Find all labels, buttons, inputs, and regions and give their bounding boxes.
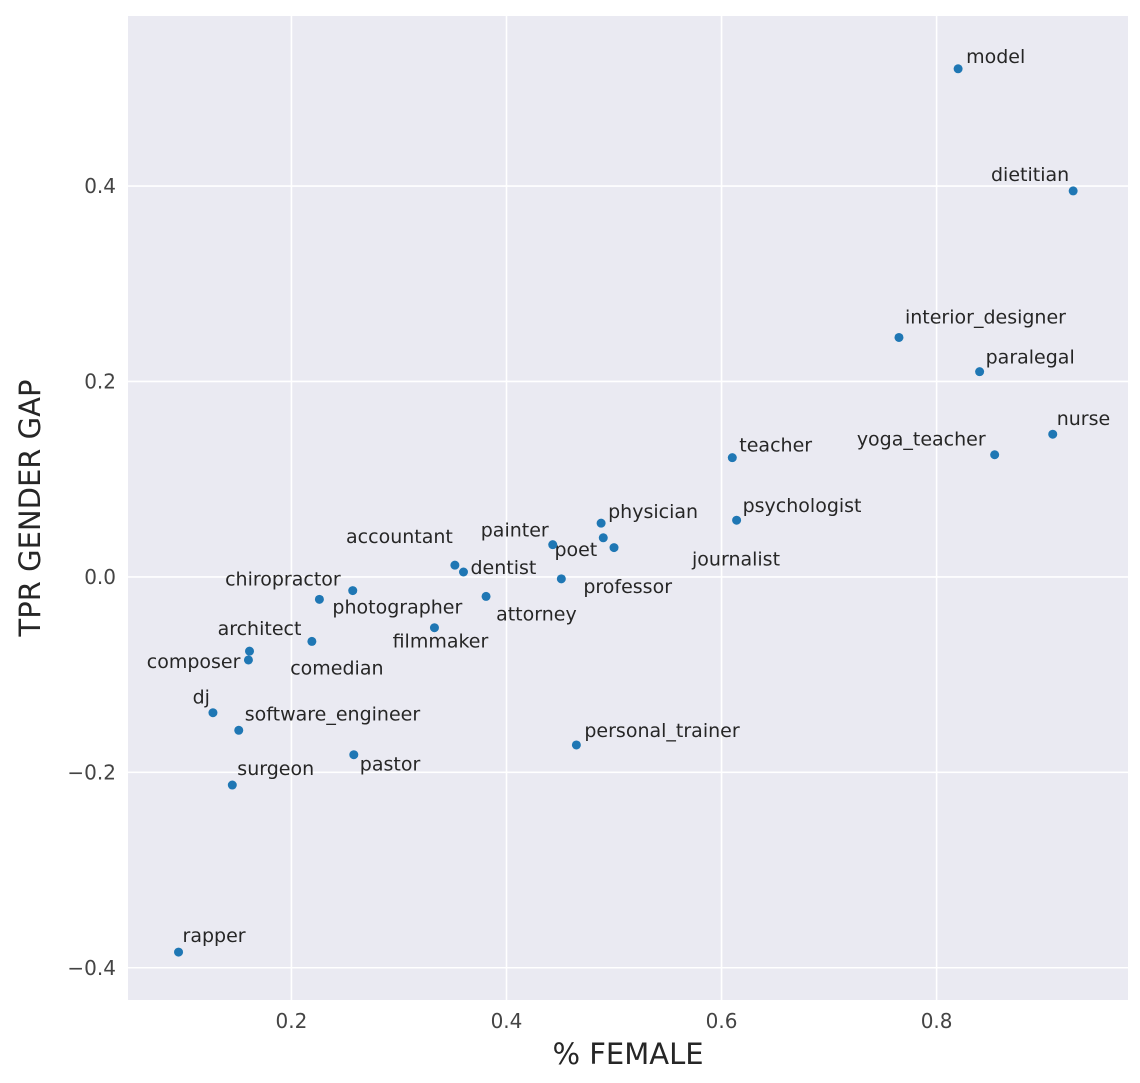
x-tick-label-0.6: 0.6: [706, 1009, 738, 1033]
point-composer: [243, 655, 253, 665]
label-composer: composer: [147, 651, 241, 673]
point-accountant: [450, 560, 460, 570]
y-tick-label-0.0: 0.0: [84, 565, 116, 589]
point-painter: [548, 540, 558, 550]
label-nurse: nurse: [1057, 408, 1110, 430]
point-teacher: [727, 453, 737, 463]
label-architect: architect: [218, 618, 302, 640]
label-psychologist: psychologist: [743, 495, 862, 517]
label-chiropractor: chiropractor: [225, 569, 341, 591]
point-dietitian: [1068, 186, 1078, 196]
label-accountant: accountant: [346, 526, 453, 548]
label-rapper: rapper: [183, 925, 246, 947]
point-journalist: [609, 543, 619, 553]
label-personal_trainer: personal_trainer: [584, 720, 739, 742]
point-yoga_teacher: [990, 450, 1000, 460]
label-attorney: attorney: [496, 603, 577, 625]
label-dentist: dentist: [470, 557, 536, 579]
point-physician: [596, 518, 606, 528]
label-journalist: journalist: [691, 549, 780, 571]
y-tick-label-−0.4: −0.4: [67, 956, 116, 980]
label-physician: physician: [608, 501, 698, 523]
label-comedian: comedian: [290, 657, 383, 679]
point-surgeon: [227, 780, 237, 790]
point-rapper: [174, 947, 184, 957]
y-tick-label-0.2: 0.2: [84, 369, 116, 393]
y-axis-title: TPR GENDER GAP: [13, 380, 47, 638]
label-poet: poet: [554, 539, 597, 561]
point-personal_trainer: [571, 740, 581, 750]
label-yoga_teacher: yoga_teacher: [857, 429, 986, 451]
label-interior_designer: interior_designer: [905, 306, 1066, 328]
y-tick-label-−0.2: −0.2: [67, 760, 116, 784]
point-attorney: [481, 591, 491, 601]
point-nurse: [1048, 429, 1058, 439]
point-filmmaker: [429, 623, 439, 633]
label-photographer: photographer: [332, 596, 462, 618]
point-photographer: [314, 594, 324, 604]
label-dj: dj: [193, 687, 210, 709]
label-paralegal: paralegal: [986, 347, 1075, 369]
point-poet: [598, 533, 608, 543]
point-paralegal: [975, 367, 985, 377]
point-software_engineer: [234, 725, 244, 735]
point-model: [953, 64, 963, 74]
point-interior_designer: [894, 332, 904, 342]
point-comedian: [307, 636, 317, 646]
label-teacher: teacher: [739, 435, 812, 457]
x-axis-title: % FEMALE: [552, 1037, 703, 1071]
point-psychologist: [732, 515, 742, 525]
point-pastor: [349, 750, 359, 760]
label-painter: painter: [481, 520, 549, 542]
plot-background: [128, 16, 1128, 1000]
y-tick-label-0.4: 0.4: [84, 174, 116, 198]
point-chiropractor: [348, 586, 358, 596]
label-model: model: [966, 46, 1025, 68]
label-filmmaker: filmmaker: [393, 631, 489, 653]
label-professor: professor: [583, 576, 672, 598]
point-dentist: [458, 567, 468, 577]
point-dj: [208, 708, 218, 718]
label-pastor: pastor: [360, 754, 421, 776]
label-software_engineer: software_engineer: [245, 703, 421, 725]
label-surgeon: surgeon: [237, 758, 314, 780]
x-tick-label-0.8: 0.8: [921, 1009, 953, 1033]
x-tick-label-0.4: 0.4: [491, 1009, 523, 1033]
point-architect: [245, 646, 255, 656]
label-dietitian: dietitian: [991, 164, 1069, 186]
x-tick-label-0.2: 0.2: [276, 1009, 308, 1033]
point-professor: [556, 574, 566, 584]
